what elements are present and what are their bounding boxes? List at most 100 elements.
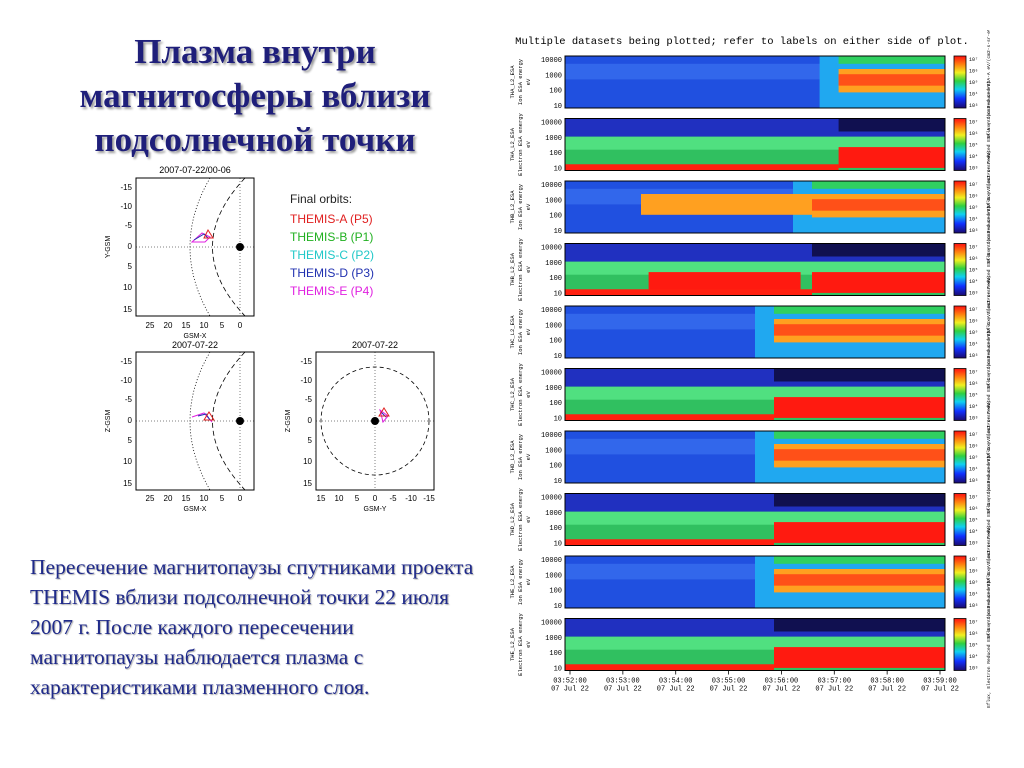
time-tick-label: 03:55:00 — [712, 678, 746, 686]
panel-left-label: THC_L2_ESA — [509, 315, 516, 349]
tick-label: 1000 — [545, 572, 562, 580]
tick-label: -5 — [125, 395, 133, 404]
tick-label: 15 — [182, 321, 191, 330]
tick-label: 1000 — [545, 72, 562, 80]
time-tick-label: 03:52:00 — [553, 678, 587, 686]
spectrogram-header: Multiple datasets being plotted; refer t… — [515, 36, 969, 48]
panel-left-label: eV — [525, 78, 532, 85]
x-axis-label: GSM-X — [184, 506, 207, 513]
colorbar-tick: 10⁷ — [969, 557, 978, 563]
time-tick-date: 07 Jul 22 — [710, 686, 748, 694]
tick-label: 100 — [549, 463, 562, 471]
y-ticks: -15 -10 -5 0 5 10 15 — [120, 357, 132, 488]
tick-label: 10000 — [541, 245, 562, 253]
colorbar-tick: 10⁴ — [969, 654, 978, 660]
colorbar-tick: 10³ — [969, 228, 978, 234]
tick-label: 10 — [554, 166, 562, 174]
spectrogram-figure: Multiple datasets being plotted; refer t… — [490, 25, 1015, 720]
colorbar-tick: 10⁵ — [969, 580, 978, 586]
panel-frame — [564, 493, 946, 546]
panel-left-label: eV — [525, 141, 532, 148]
spectrum-band — [565, 136, 945, 150]
spectrum-band — [565, 664, 774, 671]
magnetopause-circle — [320, 366, 430, 476]
colorbar-tick: 10⁶ — [969, 69, 978, 75]
panel-frame — [564, 368, 946, 421]
colorbar-tick: 10³ — [969, 103, 978, 109]
tick-label: -10 — [120, 376, 132, 385]
panel-left-label: THA_L2_ESA — [509, 65, 516, 99]
colorbar-tick: 10⁶ — [969, 194, 978, 200]
colorbar-tick: 10⁵ — [969, 143, 978, 149]
spacecraft-marker — [378, 407, 390, 417]
spectrum-band — [812, 272, 945, 293]
y-ticks: -15 -10 -5 0 5 10 15 — [120, 183, 132, 314]
spectrum-band — [774, 618, 945, 632]
tick-label: 1000 — [545, 322, 562, 330]
tick-label: 100 — [549, 525, 562, 533]
colorbar-tick: 10⁵ — [969, 455, 978, 461]
title-line: подсолнечной точки — [94, 120, 416, 159]
spectrogram-panel: 10000 1000 100 10 THB_L2_ESA Ion ESA energy eV… — [509, 150, 992, 263]
panel-frame — [564, 243, 946, 296]
panel-right-label: Eflux, Electron Reduced ESA-E eV/(cm2-s-… — [986, 581, 992, 708]
colorbar — [953, 555, 967, 609]
panel-frame — [564, 55, 946, 109]
spectrum-band — [774, 449, 945, 461]
colorbar-tick: 10³ — [969, 666, 978, 672]
tick-label: 100 — [549, 400, 562, 408]
panel-left-label: Electron ESA energy — [517, 612, 524, 675]
spectrogram-panel: 10000 1000 100 10 THD_L2_ESA Ion ESA energy eV… — [509, 400, 992, 513]
spectrum-band — [812, 243, 945, 257]
tick-label: 15 — [182, 494, 191, 503]
tick-label: 10000 — [541, 557, 562, 565]
spectrum-band — [565, 414, 774, 421]
tick-label: 1000 — [545, 447, 562, 455]
colorbar-tick: 10⁵ — [969, 393, 978, 399]
spectrum-band — [565, 386, 945, 400]
colorbar-tick: 10⁷ — [969, 370, 978, 376]
colorbar-tick: 10³ — [969, 541, 978, 547]
colorbar-tick: 10⁵ — [969, 268, 978, 274]
tick-label: 25 — [146, 321, 155, 330]
time-tick-label: 03:54:00 — [659, 678, 693, 686]
spectrogram-panel: 10000 1000 100 10 THE_L2_ESA Ion ESA energy eV… — [509, 525, 992, 638]
spectrogram-panel: 10000 1000 100 10 THC_L2_ESA Electron ESA ene… — [509, 331, 992, 458]
tick-label: -10 — [405, 494, 417, 503]
colorbar — [953, 493, 967, 546]
tick-label: 25 — [146, 494, 155, 503]
time-tick-date: 07 Jul 22 — [868, 686, 906, 694]
panel-frame — [564, 180, 946, 234]
spectrogram-panel: 10000 1000 100 10 THA_L2_ESA Ion ESA energy eV… — [509, 25, 992, 138]
panel-right-label: Eflux, Electron Reduced ESA-A eV/(cm2-s-… — [986, 81, 992, 208]
spectrum-band — [565, 539, 774, 546]
panel-right-label: Eflux, Ion Reduced ESA-B eV/(cm2-s-sr-eV… — [986, 150, 992, 263]
colorbar-tick: 10⁵ — [969, 330, 978, 336]
spectrum-band — [774, 493, 945, 507]
tick-label: 100 — [549, 338, 562, 346]
colorbar-tick: 10⁶ — [969, 381, 978, 387]
tick-label: 1000 — [545, 197, 562, 205]
colorbar — [953, 305, 967, 359]
spectrum-band — [838, 56, 945, 64]
time-tick-date: 07 Jul 22 — [657, 686, 695, 694]
panel-left-label: Electron ESA energy — [517, 237, 524, 300]
panel-right-label: Eflux, Electron Reduced ESA-D eV/(cm2-s-… — [986, 456, 992, 583]
tick-label: 100 — [549, 588, 562, 596]
tick-label: 15 — [303, 479, 312, 488]
colorbar-tick: 10⁷ — [969, 57, 978, 63]
spectrum-band — [774, 306, 945, 314]
colorbar-tick: 10⁷ — [969, 245, 978, 251]
orbit-figure: 2007-07-22/00-06 -15 -10 -5 0 5 10 15 25… — [80, 160, 460, 520]
tick-label: 0 — [238, 321, 243, 330]
legend-item: THEMIS-D (P3) — [290, 266, 374, 280]
tick-label: 5 — [308, 436, 313, 445]
tick-label: -10 — [120, 202, 132, 211]
panel-title: 2007-07-22 — [172, 340, 218, 350]
spectrogram-panel: 10000 1000 100 10 THE_L2_ESA Electron ESA ene… — [509, 581, 992, 708]
colorbar-tick: 10⁶ — [969, 506, 978, 512]
x-ticks: 15 10 5 0 -5 -10 -15 — [317, 494, 436, 503]
colorbar-tick: 10⁵ — [969, 518, 978, 524]
panel-right-label: Eflux, Electron Reduced ESA-B eV/(cm2-s-… — [986, 206, 992, 333]
colorbar-tick: 10³ — [969, 603, 978, 609]
